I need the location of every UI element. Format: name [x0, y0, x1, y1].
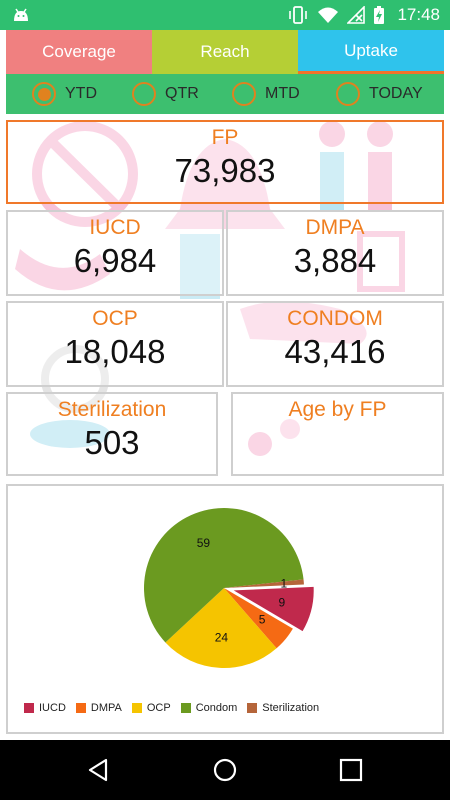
- condom-card[interactable]: CONDOM 43,416: [226, 301, 444, 387]
- radio-label-mtd: MTD: [265, 85, 300, 102]
- wifi-icon: [318, 7, 339, 23]
- family-planning-background-illustration: [15, 121, 405, 456]
- sterilization-value: 503: [84, 424, 140, 461]
- legend-swatch: [180, 703, 191, 713]
- ocp-value: 18,048: [64, 333, 166, 370]
- method-mix-chart-card: 9 5 24 59 1 IUCD DMPA OCP Condom Sterilization: [6, 484, 444, 734]
- pie-chart: 95 24 59 1: [144, 508, 314, 668]
- legend-label: IUCD: [39, 702, 66, 714]
- tab-bar: Coverage Reach Uptake: [6, 30, 444, 74]
- pie-slice-condom[interactable]: [144, 508, 304, 643]
- radio-qtr[interactable]: QTR: [132, 82, 199, 106]
- radio-label-ytd: YTD: [65, 85, 97, 102]
- pie-slice-ocp[interactable]: [165, 588, 277, 668]
- legend-label: OCP: [146, 702, 171, 714]
- legend-swatch: [131, 703, 142, 713]
- no-sim-icon: [347, 6, 366, 24]
- sterilization-card[interactable]: Sterilization 503: [6, 392, 218, 476]
- iucd-value: 6,984: [73, 242, 157, 279]
- radio-button[interactable]: [32, 82, 56, 106]
- fp-card[interactable]: FP 73,983: [6, 120, 444, 204]
- legend-swatch: [75, 703, 86, 713]
- tab-reach[interactable]: Reach: [152, 30, 298, 74]
- pie-label-iucd: 9: [278, 595, 285, 609]
- radio-label-today: TODAY: [369, 85, 423, 102]
- pie-slice-dmpa[interactable]: [224, 588, 293, 649]
- legend-item-ocp: OCP: [131, 702, 171, 714]
- pie-label-condom: 59: [197, 536, 211, 550]
- age-by-fp-label: Age by FP: [288, 398, 387, 421]
- legend-label: DMPA: [90, 702, 122, 714]
- vibrate-icon: [289, 6, 308, 24]
- status-bar: 17:48: [0, 0, 450, 30]
- tab-uptake[interactable]: Uptake: [298, 30, 444, 74]
- iucd-card[interactable]: IUCD 6,984: [6, 210, 224, 296]
- chart-legend: IUCD DMPA OCP Condom Sterilization: [24, 702, 319, 714]
- dmpa-card[interactable]: DMPA 3,884: [226, 210, 444, 296]
- legend-item-dmpa: DMPA: [75, 702, 122, 714]
- home-icon[interactable]: [213, 758, 237, 782]
- android-icon: [14, 8, 28, 21]
- condom-value: 43,416: [284, 333, 386, 370]
- radio-mtd[interactable]: MTD: [232, 82, 300, 106]
- fp-label: FP: [211, 126, 239, 149]
- iucd-label: IUCD: [89, 216, 141, 239]
- radio-today[interactable]: TODAY: [336, 82, 423, 106]
- pie-label-dmpa: 5: [259, 613, 266, 627]
- pie-label-sterilization: 1: [280, 576, 287, 590]
- dmpa-value: 3,884: [293, 242, 377, 279]
- dmpa-label: DMPA: [305, 216, 365, 239]
- radio-label-qtr: QTR: [165, 85, 199, 102]
- legend-label: Sterilization: [262, 702, 320, 714]
- period-selector: YTD QTR MTD TODAY: [6, 74, 444, 114]
- ocp-label: OCP: [92, 307, 138, 330]
- radio-button[interactable]: [336, 82, 360, 106]
- back-icon[interactable]: [86, 758, 110, 782]
- radio-ytd[interactable]: YTD: [32, 82, 97, 106]
- radio-button[interactable]: [132, 82, 156, 106]
- navigation-bar: [0, 740, 450, 800]
- pie-slice-iucd[interactable]: [233, 586, 314, 632]
- recents-icon[interactable]: [339, 758, 363, 782]
- condom-label: CONDOM: [287, 307, 383, 330]
- legend-item-condom: Condom: [180, 702, 238, 714]
- age-by-fp-card[interactable]: Age by FP: [231, 392, 444, 476]
- legend-swatch: [24, 703, 34, 713]
- pie-slice-sterilization[interactable]: [224, 579, 304, 588]
- ocp-card[interactable]: OCP 18,048: [6, 301, 224, 387]
- fp-value: 73,983: [174, 152, 276, 189]
- sterilization-label: Sterilization: [57, 398, 167, 421]
- legend-item-iucd: IUCD: [24, 702, 66, 714]
- legend-swatch: [247, 703, 258, 713]
- legend-item-sterilization: Sterilization: [247, 702, 319, 714]
- clock: 17:48: [397, 5, 440, 24]
- battery-charging-icon: [374, 6, 385, 24]
- radio-button[interactable]: [232, 82, 256, 106]
- legend-label: Condom: [195, 702, 238, 714]
- tab-coverage[interactable]: Coverage: [6, 30, 152, 74]
- pie-label-ocp: 24: [215, 631, 229, 645]
